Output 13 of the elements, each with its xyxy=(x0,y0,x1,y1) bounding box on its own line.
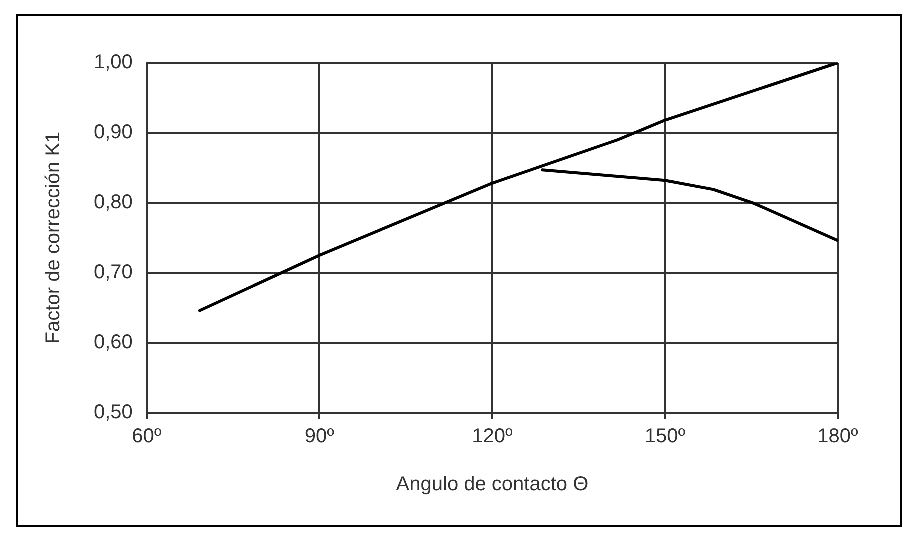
x-axis-title: Angulo de contacto Θ xyxy=(396,474,589,496)
y-tick-label: 0,70 xyxy=(94,262,133,284)
y-axis-title: Factor de corrección K1 xyxy=(42,132,65,344)
y-tick-label: 0,80 xyxy=(94,192,133,214)
y-tick-label: 0,50 xyxy=(94,402,133,424)
x-tick-label: 60º xyxy=(132,426,162,448)
x-tick-label: 90º xyxy=(304,426,336,448)
x-tick-label: 180º xyxy=(818,426,860,448)
y-tick-label: 1,00 xyxy=(94,52,133,74)
y-tick-label: 0,60 xyxy=(94,332,133,354)
y-tick-label: 0,90 xyxy=(94,122,133,144)
x-tick-label: 150º xyxy=(644,426,686,448)
x-tick-label: 120º xyxy=(472,426,514,448)
